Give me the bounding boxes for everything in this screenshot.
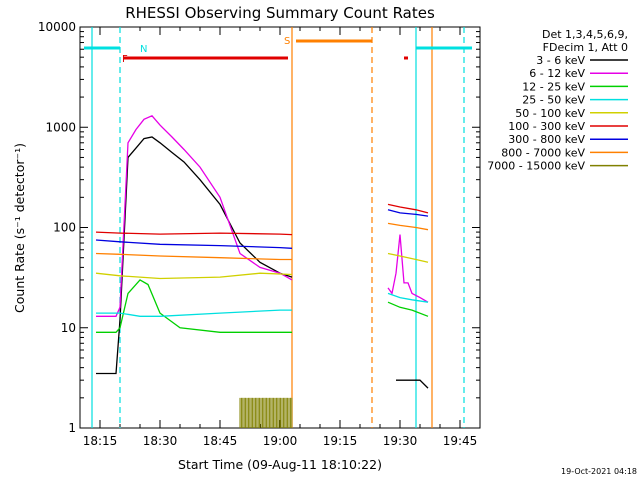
saa-flag-label: S: [284, 36, 290, 47]
legend-header-line-2: FDecim 1, Att 0: [543, 41, 628, 54]
series-5-line: [95, 203, 429, 236]
y-tick-label: 1000: [45, 120, 76, 134]
series-2-line: [96, 279, 429, 333]
x-tick-label: 18:15: [83, 434, 118, 448]
y-tick-label: 1: [68, 421, 76, 435]
series-6-line: [95, 209, 429, 249]
series-7-line: [95, 222, 429, 261]
legend-label: 300 - 800 keV: [508, 133, 585, 146]
series-1-line: [96, 115, 429, 317]
legend-label: 800 - 7000 keV: [501, 146, 585, 159]
plot-frame: [79, 26, 481, 429]
x-tick-label: 19:30: [383, 434, 418, 448]
x-axis-label: Start Time (09-Aug-11 18:10:22): [178, 457, 382, 472]
x-tick-label: 19:15: [323, 434, 358, 448]
x-tick-label: 18:30: [143, 434, 178, 448]
legend-label: 100 - 300 keV: [508, 120, 585, 133]
series-layer: [95, 115, 429, 428]
series-0-line: [96, 136, 429, 389]
y-tick-label: 10000: [38, 20, 76, 34]
legend-label: 12 - 25 keV: [522, 80, 585, 93]
legend-label: 6 - 12 keV: [529, 67, 585, 80]
x-tick-label: 18:45: [203, 434, 238, 448]
y-tick-label: 100: [53, 221, 76, 235]
legend-label: 7000 - 15000 keV: [487, 160, 585, 173]
x-tick-label: 19:45: [443, 434, 478, 448]
x-tick-label: 19:00: [263, 434, 298, 448]
y-axis-label: Count Rate (s⁻¹ detector⁻¹): [12, 143, 27, 313]
chart-title: RHESSI Observing Summary Count Rates: [125, 4, 435, 22]
legend-label: 3 - 6 keV: [536, 54, 585, 67]
flag-bars: [84, 27, 472, 428]
axes: 1 10 100 1000 10000 18:15 18:30 18:45 19:00 19:15…: [38, 20, 481, 448]
y-tick-label: 10: [61, 321, 76, 335]
timestamp: 19-Oct-2021 04:18: [561, 467, 637, 476]
series-3-line: [96, 292, 429, 317]
legend-label: 25 - 50 keV: [522, 94, 585, 107]
legend-label: 50 - 100 keV: [515, 107, 585, 120]
series-4-line: [95, 252, 429, 280]
legend-header-line-1: Det 1,3,4,5,6,9,: [542, 28, 628, 41]
night-flag-label: N: [140, 44, 147, 55]
